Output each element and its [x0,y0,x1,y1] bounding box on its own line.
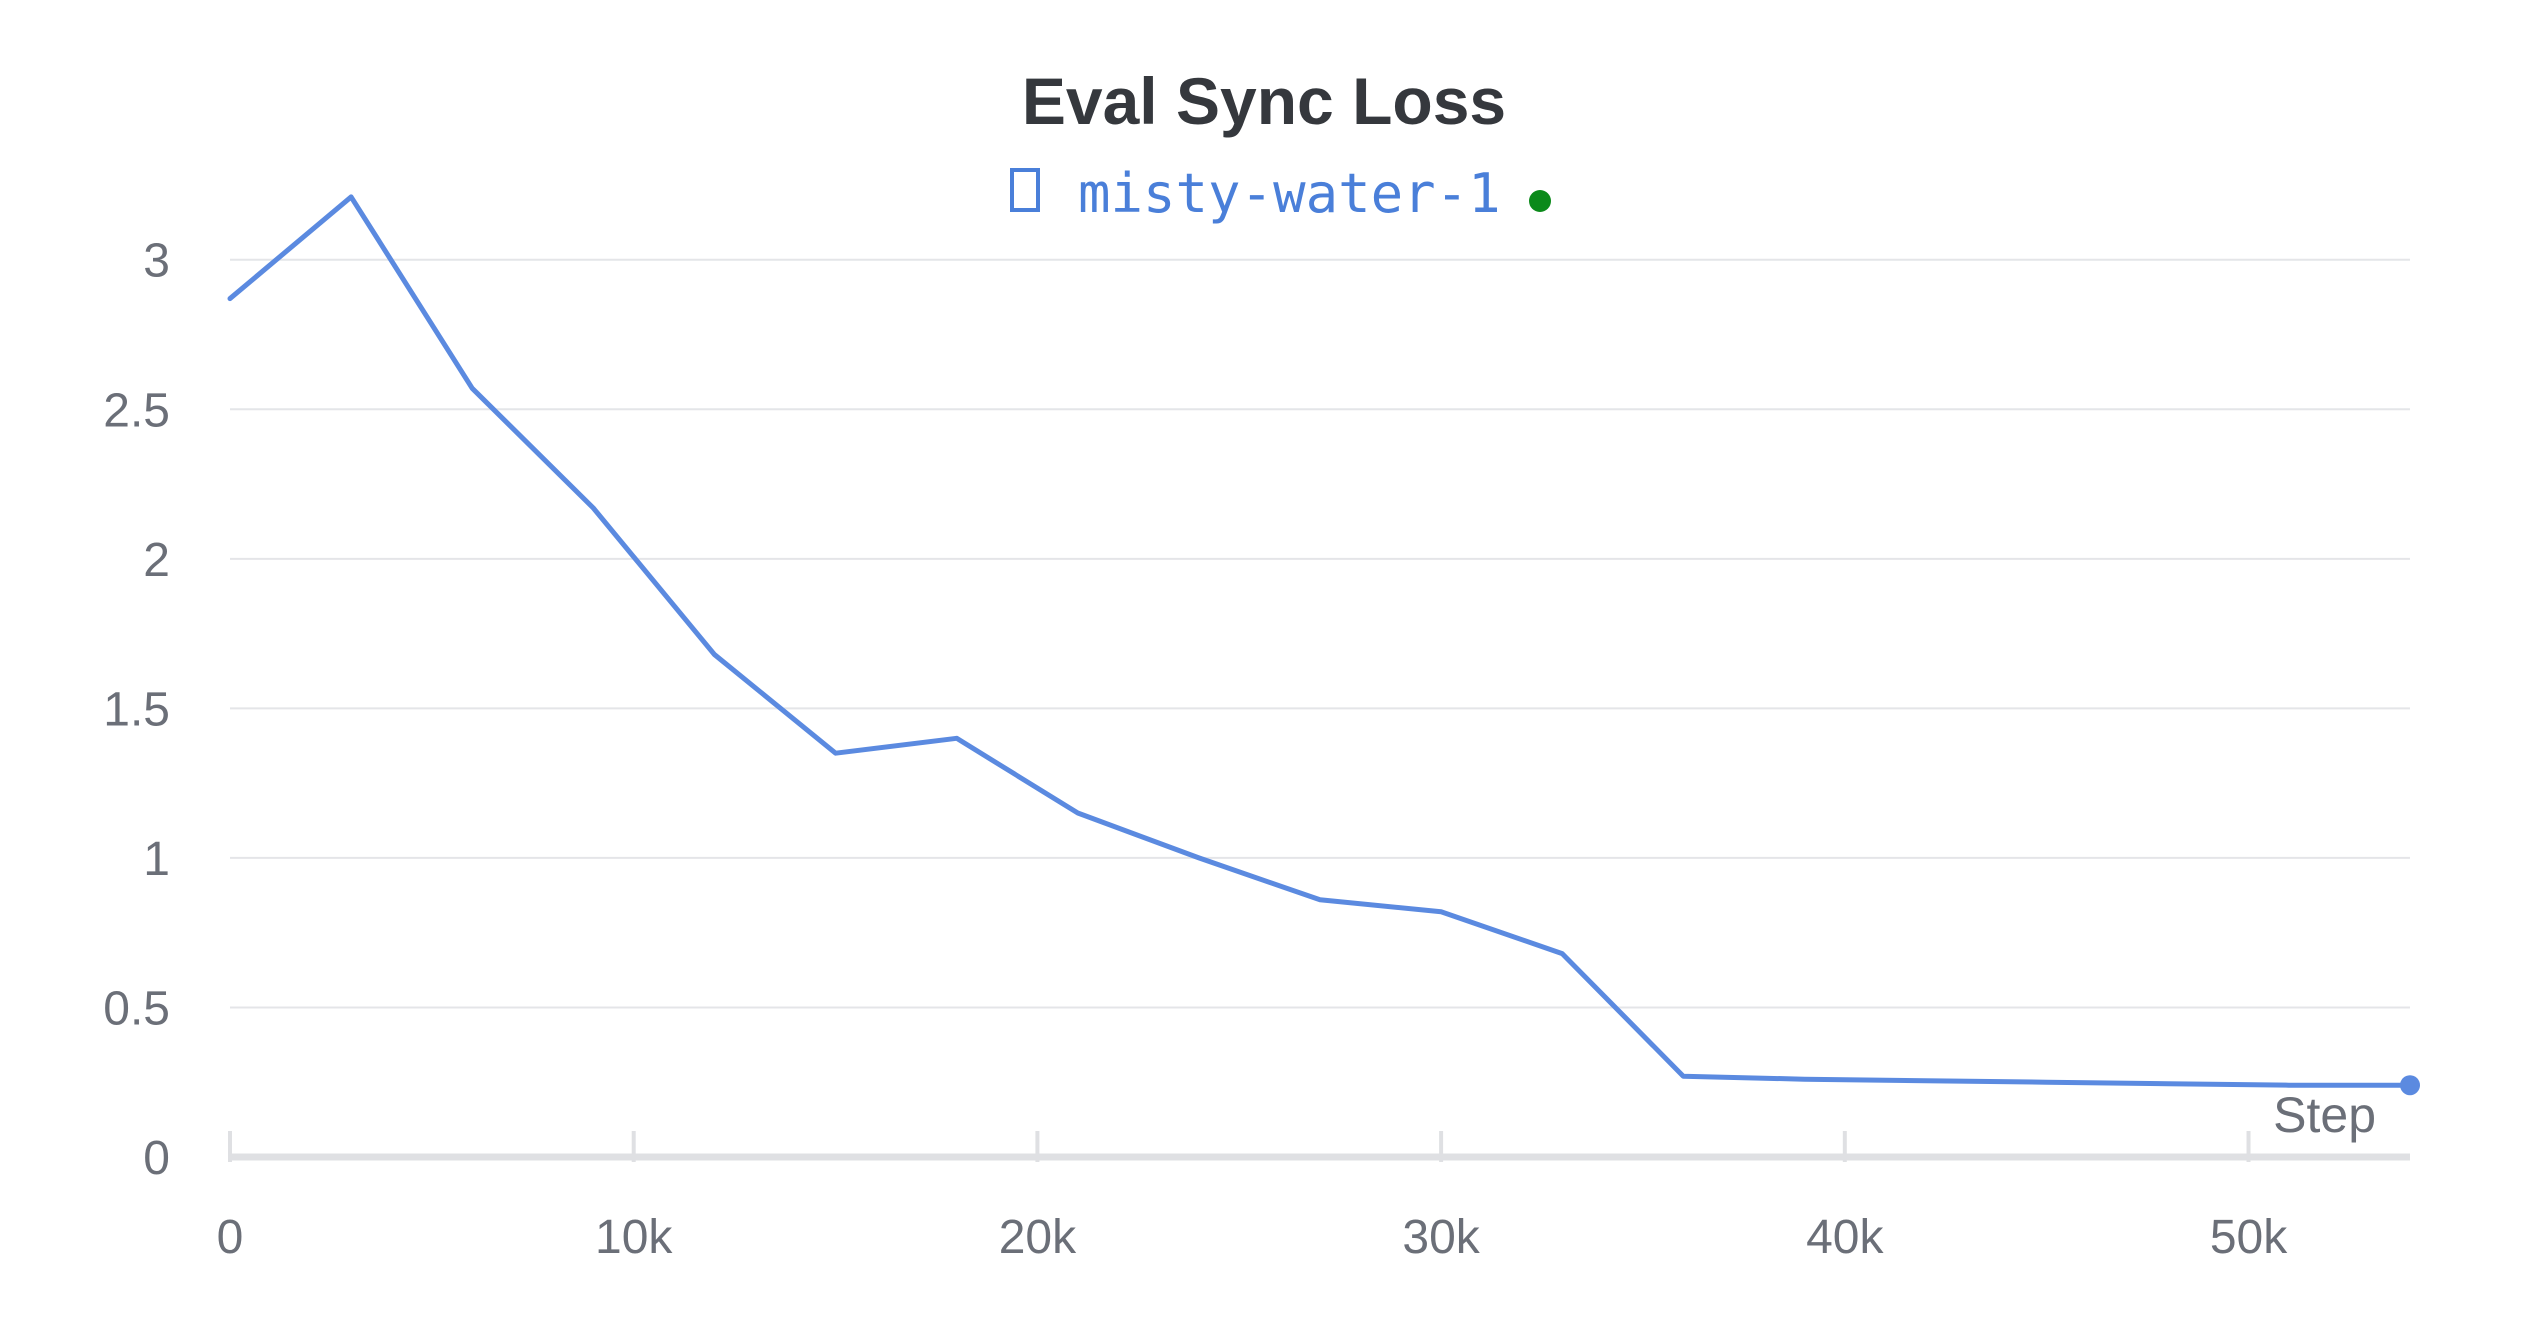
x-tick-label: 40k [1806,1211,1884,1264]
series-layer [227,194,2420,1096]
y-tick-label: 2 [143,534,170,587]
y-tick-label: 1 [143,833,170,886]
y-tick-label: 2.5 [103,384,170,437]
series-line-misty-water-1[interactable] [227,194,2413,1088]
series-endpoint[interactable] [2400,1075,2420,1096]
y-tick-label: 0 [143,1132,170,1185]
chart-title: Eval Sync Loss [1022,64,1506,138]
y-tick-label: 3 [143,235,170,288]
square-outline-icon [1010,168,1040,212]
x-tick-label: 50k [2210,1211,2288,1264]
x-tick-label: 20k [999,1211,1077,1264]
x-tick-label: 30k [1402,1211,1480,1264]
legend[interactable]: misty-water-1 [1010,162,1551,225]
y-tick-label: 1.5 [103,683,170,736]
y-axis: 0 0.5 1 1.5 2 2.5 3 [103,235,170,1185]
green-dot-icon [1529,190,1551,212]
x-tick-label: 0 [217,1211,244,1264]
x-tick-label: 10k [595,1211,673,1264]
x-axis-label: Step [2273,1087,2376,1143]
x-axis: 0 10k 20k 30k 40k 50k [217,1131,2410,1264]
y-tick-label: 0.5 [103,982,170,1035]
legend-series-label[interactable]: misty-water-1 [1078,162,1501,225]
grid [230,258,2410,1009]
